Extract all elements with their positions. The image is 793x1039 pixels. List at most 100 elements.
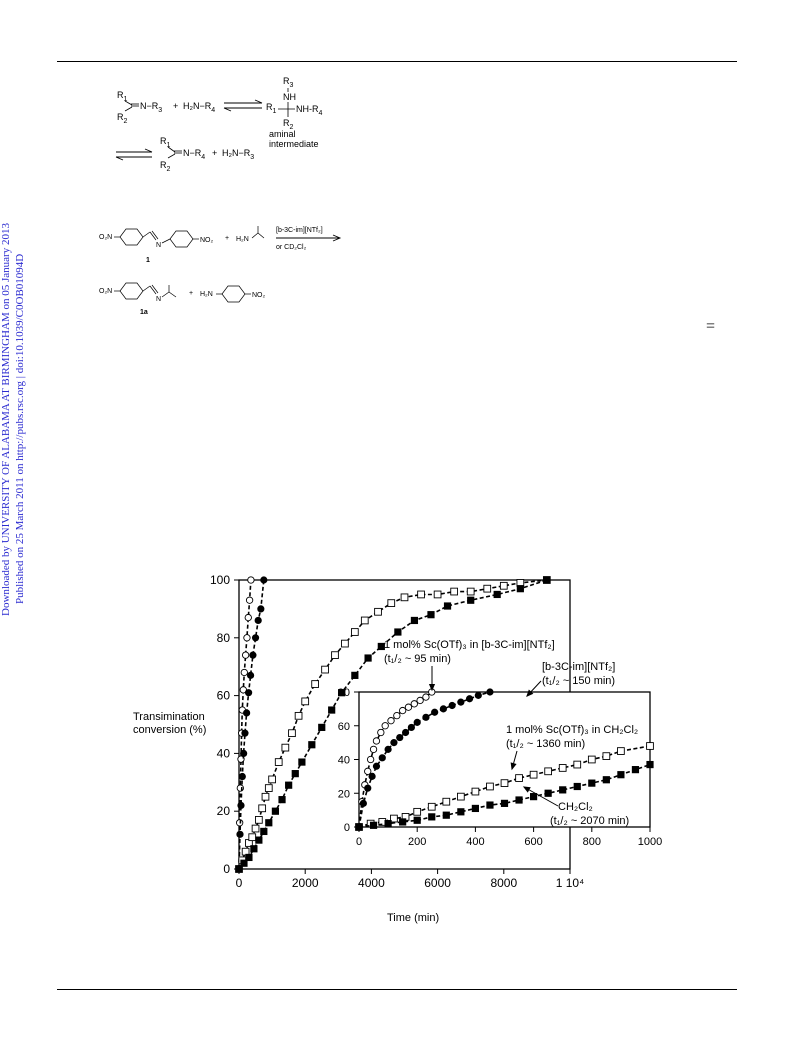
- product-amine-r3: H₂N−R3: [222, 148, 254, 161]
- main-y-tick-label: 20: [217, 804, 231, 818]
- inset-series-0-point: [387, 717, 395, 725]
- arrow-to-dcm-head: [522, 786, 531, 793]
- inset-series-1-point: [439, 705, 447, 713]
- inset-series-3-point: [602, 776, 610, 784]
- main-series-3-point: [377, 642, 385, 651]
- inset-series-2-point: [457, 792, 465, 801]
- main-x-tick-label: 1 10⁴: [556, 876, 585, 890]
- inset-series-2-point: [617, 747, 625, 755]
- main-series-3-point: [394, 628, 402, 636]
- main-series-0-point: [245, 596, 254, 604]
- main-series-1-point: [243, 709, 251, 717]
- main-series-2-point: [466, 587, 475, 596]
- main-series-1-point: [236, 830, 244, 838]
- inset-series-1-point: [448, 701, 456, 710]
- inset-series-2-point: [515, 774, 523, 782]
- main-series-1-line: [238, 579, 265, 870]
- no2-label-product: NO₂: [252, 292, 266, 299]
- inset-series-3-point: [399, 818, 407, 826]
- imine-n-label: N: [156, 242, 161, 249]
- inset-series-0-point: [422, 693, 430, 701]
- main-series-3-point: [318, 723, 326, 731]
- inset-series-0-point: [366, 755, 375, 764]
- main-series-2-point: [321, 665, 329, 674]
- main-x-tick-label: 6000: [424, 876, 451, 890]
- o2n-label-product: O₂N: [99, 288, 112, 295]
- inset-series-1-point: [474, 691, 482, 699]
- main-series-3-point: [285, 781, 293, 789]
- intermediate-label: intermediate: [269, 139, 319, 149]
- annotation-sc-dcm-half-life: (t₁/₂ ~ 1360 min): [506, 738, 585, 750]
- compound-1a-label: 1a: [140, 309, 148, 316]
- inset-series-1-point: [401, 728, 410, 737]
- annotation-sc-dcm: 1 mol% Sc(OTf)₃ in CH₂Cl₂: [506, 724, 638, 736]
- inset-series-1-point: [359, 799, 367, 807]
- main-series-0-point: [241, 651, 250, 659]
- annotation-arrows: [428, 666, 559, 807]
- main-series-2-point: [417, 590, 425, 599]
- arrow-to-dcm: [523, 786, 559, 807]
- inset-series-1-point: [368, 772, 376, 780]
- inset-series-2-point: [558, 764, 567, 772]
- inset-series-1-point: [413, 718, 421, 726]
- inset-series-3-point: [631, 766, 640, 774]
- equilibrium-arrow-1: [223, 99, 263, 112]
- main-series-2-point: [255, 816, 263, 824]
- main-series-2-point: [331, 651, 339, 659]
- main-series-0-point: [240, 668, 248, 677]
- main-series-2-point: [400, 593, 409, 602]
- inset-series-2-point: [442, 797, 451, 806]
- main-series-3-point: [467, 596, 475, 604]
- inset-series-3-point: [559, 786, 567, 794]
- top-rule: [57, 61, 737, 62]
- scheme1-r2: R2: [117, 112, 128, 125]
- inset-x-tick-label: 1000: [638, 836, 662, 848]
- inset-y-tick-label: 80: [338, 687, 350, 699]
- main-series-3-point: [364, 654, 372, 662]
- inset-series-0-point: [369, 745, 378, 754]
- inset-series-1-point: [465, 695, 474, 703]
- annotation-dcm-half-life: (t₁/₂ ~ 2070 min): [550, 815, 629, 827]
- product-plus: +: [212, 148, 217, 158]
- inset-series-0-point: [372, 737, 381, 745]
- main-series-3-point: [235, 865, 243, 873]
- main-series-3-point: [260, 827, 268, 836]
- main-series-2-point: [281, 743, 290, 752]
- inset-series-1-point: [407, 723, 415, 732]
- main-series-3-point: [410, 616, 419, 625]
- aminal-nh-r4: NH-R4: [296, 104, 323, 117]
- inset-series-3-point: [471, 804, 479, 813]
- inset-series-3-line: [358, 763, 651, 828]
- bottom-rule: [57, 989, 737, 990]
- inset-series-2-point: [544, 767, 553, 776]
- main-y-tick-label: 100: [210, 573, 230, 587]
- inset-series-1-point: [457, 698, 465, 706]
- inset-series-1-point: [396, 733, 404, 742]
- inset-series-3-point: [588, 779, 596, 787]
- main-x-tick-label: 2000: [292, 876, 319, 890]
- margin-line-2: Published on 25 March 2011 on http://pub…: [14, 254, 26, 604]
- main-y-tick-label: 40: [217, 746, 231, 760]
- h2n-label: H₂N: [236, 236, 249, 243]
- inset-series-1-point: [390, 739, 398, 747]
- main-series-1-point: [238, 772, 246, 781]
- main-series-2-point: [294, 711, 303, 720]
- product-plus-2: +: [189, 290, 193, 297]
- inset-series-0-point: [398, 706, 407, 715]
- product-n-r4: N−R4: [183, 148, 205, 161]
- main-series-1-point: [246, 671, 255, 679]
- product-r2: R2: [160, 160, 171, 173]
- inset-series-0-point: [404, 703, 413, 711]
- inset-series-3-point: [428, 813, 436, 821]
- x-axis-label: Time (min): [387, 912, 439, 924]
- inset-x-tick-label: 600: [524, 836, 542, 848]
- inset-chart: 0 200 400 600 800 1000 0 20 40 60 80: [338, 687, 662, 848]
- scheme1-n-r3: N−R3: [140, 101, 162, 114]
- margin-line-1: Downloaded by UNIVERSITY OF ALABAMA AT B…: [0, 223, 12, 616]
- aminal-label: aminal: [269, 129, 296, 139]
- main-series-2-point: [268, 775, 276, 784]
- inset-series-3-point: [500, 799, 509, 807]
- main-series-1-point: [241, 729, 249, 737]
- inset-series-0-point: [410, 700, 418, 708]
